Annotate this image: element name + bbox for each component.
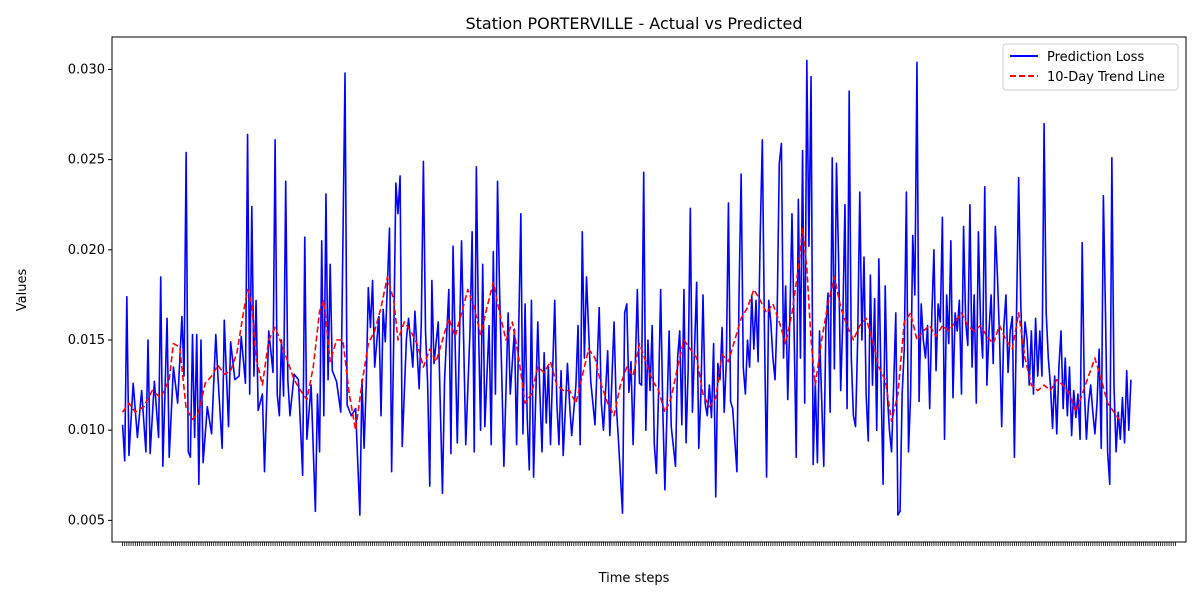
legend-label-trend-line: 10-Day Trend Line — [1047, 70, 1165, 85]
y-tick-label: 0.030 — [68, 62, 105, 77]
x-axis-label: Time steps — [598, 571, 670, 586]
y-tick-label: 0.010 — [68, 423, 105, 438]
plot-area — [121, 59, 1132, 516]
legend-box — [1002, 43, 1179, 91]
chart-title: Station PORTERVILLE - Actual vs Predicte… — [465, 14, 802, 33]
y-tick-label: 0.005 — [68, 513, 105, 528]
y-tick-label: 0.025 — [68, 153, 105, 168]
legend: Prediction Loss 10-Day Trend Line — [1002, 43, 1179, 91]
y-tick-label: 0.015 — [68, 333, 105, 348]
x-axis-ticks — [122, 542, 1176, 546]
plot-frame — [111, 36, 1187, 543]
y-tick-label: 0.020 — [68, 243, 105, 258]
series-line-prediction-loss — [121, 59, 1132, 516]
legend-label-prediction-loss: Prediction Loss — [1047, 50, 1144, 65]
y-axis-ticks: 0.005 0.010 0.015 0.020 0.025 0.030 — [68, 62, 112, 528]
series-line-10-day-trend-line — [121, 227, 1121, 431]
y-axis-label: Values — [15, 269, 30, 312]
